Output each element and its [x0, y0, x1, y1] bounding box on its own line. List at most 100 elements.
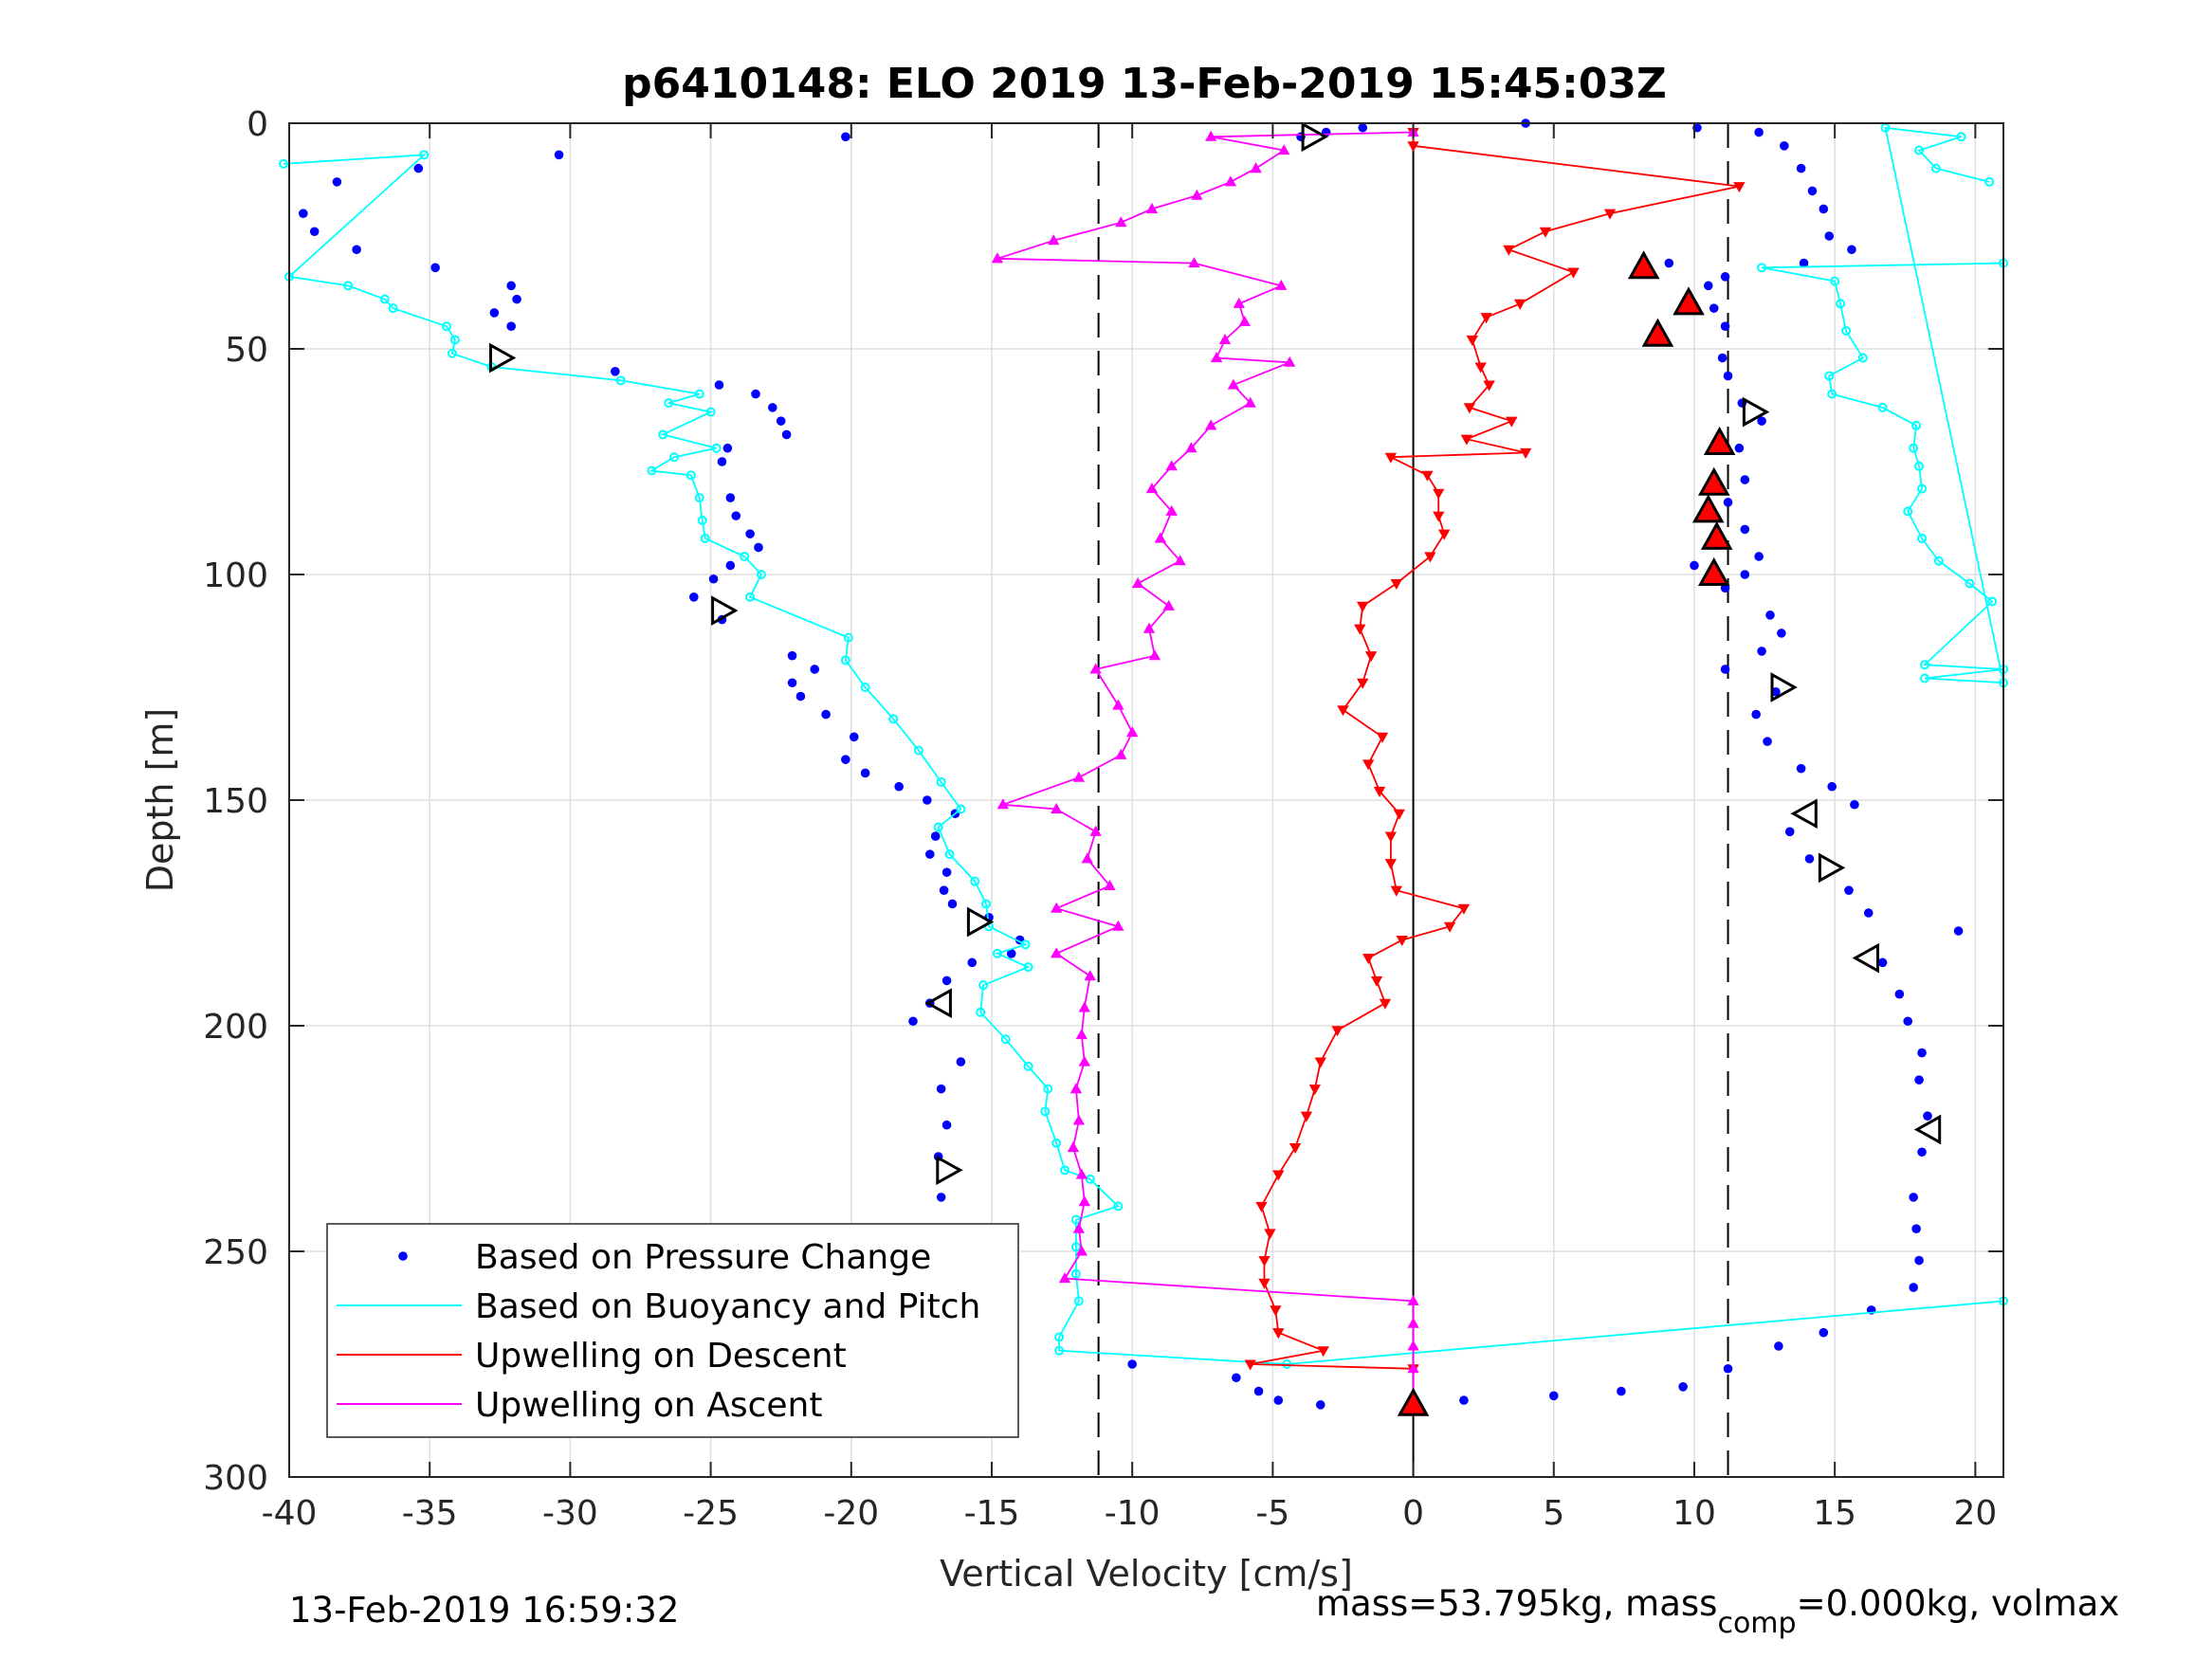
series-1-point-38	[992, 948, 1002, 958]
x-tick-label-10: 10	[1673, 1494, 1716, 1533]
series-2-point-18	[1433, 488, 1445, 500]
series-1-point-52	[1070, 1268, 1081, 1279]
series-1-point-45	[1040, 1106, 1051, 1117]
series-0-point-81	[1917, 1048, 1927, 1058]
series-0-point-11	[506, 321, 516, 332]
series-3-point-57	[1278, 144, 1290, 155]
series-0-point-48	[941, 975, 952, 986]
series-0-point-62	[1232, 1373, 1241, 1383]
footer-timestamp: 13-Feb-2019 16:59:32	[289, 1590, 680, 1631]
series-1-point-44	[1043, 1084, 1053, 1094]
x-tick-label-2: -30	[542, 1494, 598, 1533]
series-3-point-31	[1143, 622, 1156, 633]
series-0-point-116	[1720, 272, 1730, 282]
series-2-point-51	[1270, 1305, 1282, 1317]
series-2-point-6	[1567, 267, 1580, 279]
x-tick-label-6: -10	[1105, 1494, 1161, 1533]
series-0-point-10	[489, 308, 500, 318]
footer-mass-sub: comp	[1717, 1607, 1797, 1640]
series-1-point-73	[1933, 556, 1944, 566]
series-1-point-67	[1911, 420, 1922, 430]
series-3-point-45	[1218, 334, 1232, 344]
series-1-point-60	[1830, 276, 1840, 286]
x-tick-label-9: 5	[1543, 1494, 1564, 1533]
series-0-point-120	[1807, 186, 1818, 196]
series-2-point-19	[1433, 511, 1445, 522]
x-tick-label-12: 20	[1953, 1494, 1997, 1533]
series-5-point-5	[1691, 494, 1725, 523]
series-3-point-25	[1072, 771, 1085, 782]
series-0-point-3	[332, 177, 342, 187]
series-4	[489, 121, 1942, 1186]
series-1-point-26	[840, 655, 850, 665]
series-0-point-12	[611, 367, 620, 376]
series-2-point-33	[1384, 859, 1397, 870]
series-1-point-62	[1841, 325, 1852, 336]
series-2-point-4	[1539, 227, 1552, 238]
series-1-point-55	[1054, 1345, 1065, 1356]
series-0-point-89	[1784, 827, 1795, 837]
series-1-point-81	[1956, 132, 1966, 142]
series-0-point-77	[1909, 1193, 1918, 1202]
series-5-point-3	[1703, 426, 1736, 455]
series-0-point-35	[860, 768, 870, 778]
series-3-point-28	[1112, 699, 1124, 710]
series-2-point-11	[1483, 380, 1495, 392]
series-2-point-5	[1503, 245, 1515, 256]
series-0-point-2	[413, 163, 424, 173]
series-3-point-48	[1275, 279, 1288, 290]
series-3-point-54	[1191, 189, 1203, 200]
series-0-point-46	[1006, 949, 1016, 958]
series-1-point-69	[1914, 461, 1925, 471]
series-0-point-19	[717, 457, 727, 466]
series-4-point-10	[1852, 942, 1879, 974]
series-3-line	[996, 131, 1415, 1396]
series-0-point-13	[714, 380, 724, 390]
series-1-point-63	[1857, 353, 1868, 363]
series-2-point-17	[1421, 470, 1434, 482]
series-3-point-47	[1233, 297, 1245, 308]
series-0-point-23	[754, 542, 763, 553]
series-4-point-9	[1818, 852, 1846, 884]
series-3-point-49	[1188, 257, 1200, 268]
series-0-point-103	[1754, 552, 1764, 561]
series-1-point-50	[1070, 1214, 1081, 1225]
series-1-point-8	[447, 348, 457, 358]
series-1-point-54	[1054, 1332, 1065, 1342]
series-3-point-39	[1185, 442, 1197, 453]
series-0-point-16	[776, 416, 786, 426]
series-2-point-21	[1424, 552, 1436, 563]
series-3-point-5	[1058, 1272, 1071, 1284]
reference-lines	[1097, 123, 1729, 1477]
series-1-point-5	[388, 303, 398, 314]
series-4-point-6	[1742, 396, 1770, 428]
series-0-point-65	[1315, 1400, 1325, 1410]
series-3-point-32	[1162, 599, 1175, 611]
y-tick-label-5: 250	[203, 1233, 268, 1272]
series-1-point-6	[441, 321, 451, 332]
series-0-point-99	[1765, 611, 1775, 620]
series-0-point-43	[947, 899, 958, 909]
series-0-point-117	[1754, 127, 1764, 137]
series-2-point-49	[1258, 1256, 1271, 1267]
legend-label-1: Based on Buoyancy and Pitch	[475, 1287, 980, 1326]
series-0-point-42	[939, 885, 949, 895]
series-0-point-119	[1796, 163, 1806, 173]
series-2-point-27	[1337, 705, 1349, 717]
series-0-point-93	[1763, 737, 1772, 746]
series-1-point-31	[956, 804, 966, 814]
series-2-point-24	[1354, 624, 1366, 635]
series-1-point-56	[1282, 1359, 1292, 1369]
series-2-point-32	[1384, 831, 1397, 843]
series-2-point-54	[1244, 1359, 1256, 1371]
series-0-point-51	[956, 1057, 966, 1066]
series-0-point-108	[1757, 416, 1766, 426]
series-0-point-61	[1127, 1359, 1137, 1369]
series-0-point-28	[787, 650, 797, 661]
series-3-point-38	[1165, 460, 1178, 471]
x-tick-label-4: -20	[823, 1494, 879, 1533]
series-0-point-75	[1914, 1255, 1924, 1266]
series-3-point-53	[1145, 202, 1159, 213]
series-3-point-43	[1284, 356, 1296, 367]
series-0-point-22	[745, 529, 755, 538]
